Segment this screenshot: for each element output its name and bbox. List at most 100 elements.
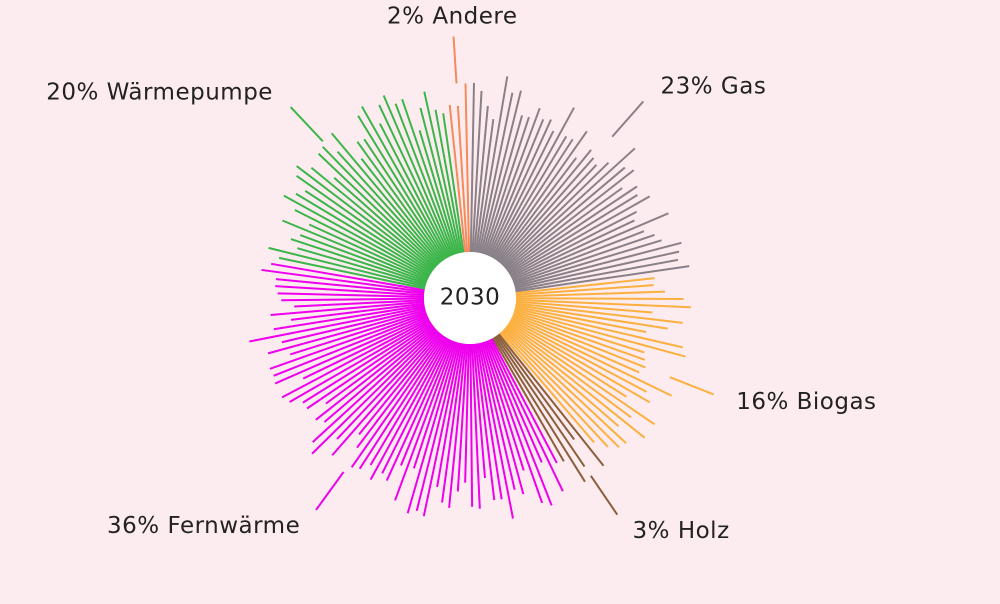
ray xyxy=(496,334,575,441)
ray xyxy=(310,166,436,270)
ray xyxy=(281,307,426,344)
ray xyxy=(512,230,645,283)
ray xyxy=(474,343,496,501)
ray xyxy=(514,309,686,358)
ray xyxy=(495,335,586,468)
ray xyxy=(299,234,428,283)
ray xyxy=(512,314,646,369)
ray xyxy=(511,219,635,280)
ray xyxy=(506,187,623,272)
ray xyxy=(361,105,449,259)
ray xyxy=(511,315,640,374)
ray xyxy=(441,343,465,503)
ray xyxy=(356,141,444,262)
ray xyxy=(378,123,450,258)
ray xyxy=(311,329,438,455)
ray xyxy=(333,177,437,269)
ray xyxy=(350,335,445,468)
ray xyxy=(492,135,568,259)
rays xyxy=(249,76,691,519)
ray xyxy=(302,321,432,404)
ray xyxy=(400,340,454,466)
ray xyxy=(331,331,441,456)
leaders xyxy=(289,36,714,516)
leader-line xyxy=(452,36,458,84)
ray xyxy=(282,219,428,282)
value-label: 3% xyxy=(633,518,671,544)
category-label: Holz xyxy=(678,518,730,544)
segment-label: 23% Gas xyxy=(660,73,766,99)
ray xyxy=(434,109,463,253)
ray xyxy=(508,194,638,275)
ray xyxy=(436,343,464,488)
value-label: 2% xyxy=(387,3,425,29)
ray xyxy=(415,342,460,512)
ray xyxy=(423,91,462,254)
ray xyxy=(358,333,442,435)
ray xyxy=(290,302,425,321)
leader-line xyxy=(315,471,345,511)
category-label: Gas xyxy=(721,73,766,99)
value-label: 36% xyxy=(107,513,160,539)
ray xyxy=(510,317,673,397)
ray xyxy=(295,192,432,276)
value-label: 20% xyxy=(46,79,99,105)
ray xyxy=(442,113,465,253)
ray xyxy=(500,331,609,448)
ray xyxy=(486,118,545,256)
ray xyxy=(482,341,525,471)
ray xyxy=(469,82,475,253)
ray xyxy=(515,302,683,324)
ray xyxy=(363,138,446,261)
ray xyxy=(513,310,645,354)
ray xyxy=(481,342,525,495)
ray xyxy=(271,262,425,292)
ray xyxy=(514,307,683,349)
ray xyxy=(302,317,430,380)
ray xyxy=(472,343,486,479)
ray xyxy=(515,265,690,293)
ray xyxy=(514,305,647,333)
ray xyxy=(497,333,605,467)
ray xyxy=(479,342,516,490)
ray xyxy=(485,340,553,506)
ray xyxy=(499,332,595,444)
ray xyxy=(294,209,430,279)
category-label: Biogas xyxy=(797,388,877,414)
ray xyxy=(476,343,503,500)
ray xyxy=(496,157,578,262)
ray xyxy=(493,336,586,483)
category-label: Andere xyxy=(432,3,517,29)
ray xyxy=(510,318,648,393)
ray xyxy=(476,76,509,253)
leader-line xyxy=(611,100,645,138)
segment-label: 36% Fernwärme xyxy=(107,513,300,539)
ray xyxy=(294,299,425,308)
ray xyxy=(515,277,655,295)
ray xyxy=(267,309,426,355)
ray xyxy=(394,103,455,256)
category-label: Fernwärme xyxy=(167,513,300,539)
category-label: Wärmepumpe xyxy=(107,79,273,105)
ray xyxy=(336,150,440,265)
ray xyxy=(283,194,431,277)
ray xyxy=(502,328,627,444)
leader-line xyxy=(590,475,619,516)
ray xyxy=(406,341,459,514)
ray xyxy=(312,328,437,443)
ray xyxy=(336,330,440,440)
value-label: 23% xyxy=(660,73,713,99)
ray xyxy=(508,321,627,398)
ray xyxy=(275,278,425,295)
ray xyxy=(330,132,442,264)
ray xyxy=(249,305,426,343)
ray xyxy=(504,166,626,270)
ray xyxy=(498,149,592,264)
ray xyxy=(505,169,635,271)
ray xyxy=(273,304,425,331)
ray xyxy=(456,343,469,492)
ray xyxy=(268,246,426,288)
ray xyxy=(488,119,552,257)
ray xyxy=(507,185,638,274)
ray xyxy=(499,157,595,265)
